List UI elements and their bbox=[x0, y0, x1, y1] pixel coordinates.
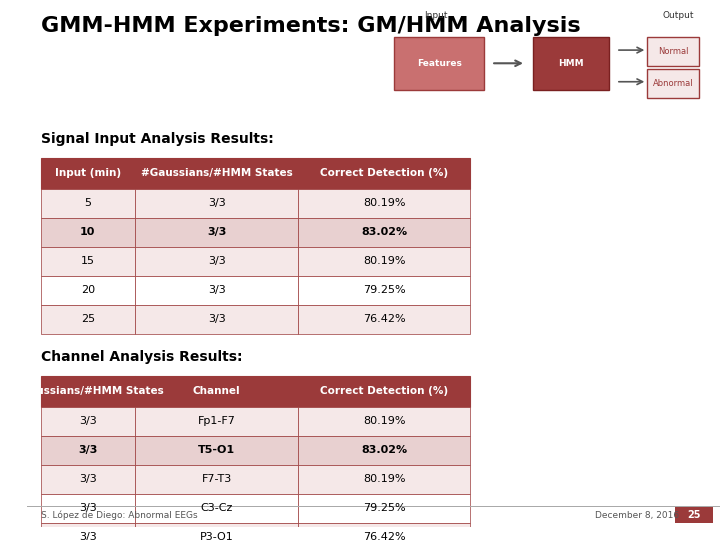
Text: #Gaussians/#HMM States: #Gaussians/#HMM States bbox=[141, 168, 292, 179]
Text: 80.19%: 80.19% bbox=[363, 416, 405, 426]
FancyBboxPatch shape bbox=[40, 523, 135, 540]
FancyBboxPatch shape bbox=[135, 305, 299, 334]
FancyBboxPatch shape bbox=[533, 37, 609, 90]
FancyBboxPatch shape bbox=[675, 507, 713, 523]
Text: 80.19%: 80.19% bbox=[363, 474, 405, 484]
Text: 83.02%: 83.02% bbox=[361, 227, 408, 237]
Text: Normal: Normal bbox=[658, 47, 688, 56]
Text: 3/3: 3/3 bbox=[79, 532, 96, 540]
Text: #Gaussians/#HMM States: #Gaussians/#HMM States bbox=[12, 386, 163, 396]
Text: 80.19%: 80.19% bbox=[363, 198, 405, 208]
Text: 3/3: 3/3 bbox=[79, 503, 96, 513]
Text: 5: 5 bbox=[84, 198, 91, 208]
Text: C3-Cz: C3-Cz bbox=[201, 503, 233, 513]
FancyBboxPatch shape bbox=[135, 276, 299, 305]
Text: 3/3: 3/3 bbox=[208, 314, 225, 325]
FancyBboxPatch shape bbox=[40, 494, 135, 523]
FancyBboxPatch shape bbox=[647, 37, 699, 66]
Text: 80.19%: 80.19% bbox=[363, 256, 405, 266]
Text: Features: Features bbox=[417, 59, 462, 68]
FancyBboxPatch shape bbox=[40, 407, 135, 436]
FancyBboxPatch shape bbox=[394, 37, 485, 90]
FancyBboxPatch shape bbox=[135, 189, 299, 218]
FancyBboxPatch shape bbox=[135, 494, 299, 523]
FancyBboxPatch shape bbox=[40, 464, 135, 494]
Text: Abnormal: Abnormal bbox=[653, 78, 693, 87]
Text: 25: 25 bbox=[688, 510, 701, 520]
Text: 3/3: 3/3 bbox=[208, 285, 225, 295]
Text: December 8, 2016: December 8, 2016 bbox=[595, 511, 680, 520]
Text: 76.42%: 76.42% bbox=[363, 532, 406, 540]
Text: S. López de Diego: Abnormal EEGs: S. López de Diego: Abnormal EEGs bbox=[40, 511, 197, 521]
Text: 79.25%: 79.25% bbox=[363, 503, 406, 513]
Text: 10: 10 bbox=[80, 227, 96, 237]
Text: Channel: Channel bbox=[193, 386, 240, 396]
Text: HMM: HMM bbox=[558, 59, 584, 68]
FancyBboxPatch shape bbox=[299, 276, 470, 305]
FancyBboxPatch shape bbox=[299, 407, 470, 436]
FancyBboxPatch shape bbox=[299, 305, 470, 334]
Text: Output: Output bbox=[662, 11, 694, 21]
Text: P3-O1: P3-O1 bbox=[200, 532, 234, 540]
Text: Channel Analysis Results:: Channel Analysis Results: bbox=[40, 349, 242, 363]
Text: 15: 15 bbox=[81, 256, 95, 266]
FancyBboxPatch shape bbox=[299, 376, 470, 407]
Text: 83.02%: 83.02% bbox=[361, 445, 408, 455]
FancyBboxPatch shape bbox=[299, 247, 470, 276]
FancyBboxPatch shape bbox=[299, 189, 470, 218]
FancyBboxPatch shape bbox=[135, 158, 299, 189]
FancyBboxPatch shape bbox=[299, 218, 470, 247]
FancyBboxPatch shape bbox=[135, 218, 299, 247]
Text: F7-T3: F7-T3 bbox=[202, 474, 232, 484]
Text: 3/3: 3/3 bbox=[207, 227, 227, 237]
FancyBboxPatch shape bbox=[299, 436, 470, 464]
Text: 3/3: 3/3 bbox=[79, 474, 96, 484]
Text: 3/3: 3/3 bbox=[79, 416, 96, 426]
FancyBboxPatch shape bbox=[647, 69, 699, 98]
FancyBboxPatch shape bbox=[40, 305, 135, 334]
FancyBboxPatch shape bbox=[40, 436, 135, 464]
FancyBboxPatch shape bbox=[135, 247, 299, 276]
FancyBboxPatch shape bbox=[299, 158, 470, 189]
FancyBboxPatch shape bbox=[299, 523, 470, 540]
FancyBboxPatch shape bbox=[299, 464, 470, 494]
Text: T5-O1: T5-O1 bbox=[198, 445, 235, 455]
FancyBboxPatch shape bbox=[135, 523, 299, 540]
Text: Correct Detection (%): Correct Detection (%) bbox=[320, 168, 449, 179]
Text: Correct Detection (%): Correct Detection (%) bbox=[320, 386, 449, 396]
Text: 76.42%: 76.42% bbox=[363, 314, 406, 325]
FancyBboxPatch shape bbox=[135, 376, 299, 407]
FancyBboxPatch shape bbox=[135, 436, 299, 464]
Text: 3/3: 3/3 bbox=[208, 198, 225, 208]
FancyBboxPatch shape bbox=[27, 506, 720, 507]
Text: 3/3: 3/3 bbox=[78, 445, 97, 455]
Text: 79.25%: 79.25% bbox=[363, 285, 406, 295]
FancyBboxPatch shape bbox=[40, 247, 135, 276]
Text: Input (min): Input (min) bbox=[55, 168, 121, 179]
Text: Fp1-F7: Fp1-F7 bbox=[198, 416, 235, 426]
FancyBboxPatch shape bbox=[40, 158, 135, 189]
FancyBboxPatch shape bbox=[40, 218, 135, 247]
Text: 25: 25 bbox=[81, 314, 95, 325]
FancyBboxPatch shape bbox=[135, 464, 299, 494]
FancyBboxPatch shape bbox=[40, 189, 135, 218]
FancyBboxPatch shape bbox=[40, 376, 135, 407]
FancyBboxPatch shape bbox=[40, 276, 135, 305]
Text: GMM-HMM Experiments: GM/HMM Analysis: GMM-HMM Experiments: GM/HMM Analysis bbox=[40, 16, 580, 36]
FancyBboxPatch shape bbox=[299, 494, 470, 523]
Text: Input: Input bbox=[424, 11, 448, 21]
Text: Signal Input Analysis Results:: Signal Input Analysis Results: bbox=[40, 132, 274, 146]
Text: 3/3: 3/3 bbox=[208, 256, 225, 266]
Text: 20: 20 bbox=[81, 285, 95, 295]
FancyBboxPatch shape bbox=[135, 407, 299, 436]
